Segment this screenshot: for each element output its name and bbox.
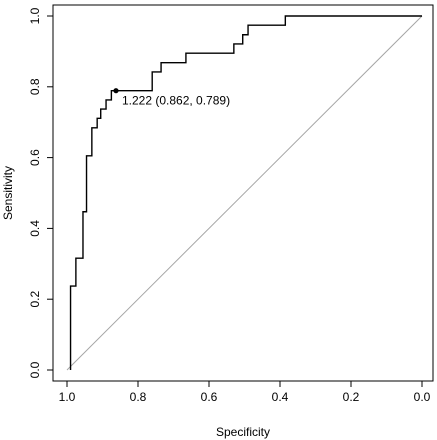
x-tick-label: 0.4 xyxy=(272,390,289,404)
threshold-label: 1.222 (0.862, 0.789) xyxy=(122,94,230,108)
y-axis-label: Sensitivity xyxy=(1,166,15,220)
y-tick-label: 0.0 xyxy=(28,361,42,378)
threshold-point xyxy=(113,88,119,94)
roc-curve-line xyxy=(69,15,422,370)
reference-diagonal-line xyxy=(66,15,423,371)
y-tick-label: 0.6 xyxy=(28,149,42,166)
plot-frame xyxy=(52,4,434,382)
y-tick-label: 0.8 xyxy=(28,78,42,95)
x-tick-label: 1.0 xyxy=(59,390,76,404)
y-tick-label: 0.4 xyxy=(28,220,42,237)
x-tick-label: 0.6 xyxy=(201,390,218,404)
x-tick-label: 0.0 xyxy=(414,390,431,404)
x-tick-label: 0.8 xyxy=(130,390,147,404)
x-axis-label: Specificity xyxy=(216,425,270,439)
y-tick-label: 1.0 xyxy=(28,7,42,24)
y-tick-label: 0.2 xyxy=(28,291,42,308)
x-tick-label: 0.2 xyxy=(343,390,360,404)
